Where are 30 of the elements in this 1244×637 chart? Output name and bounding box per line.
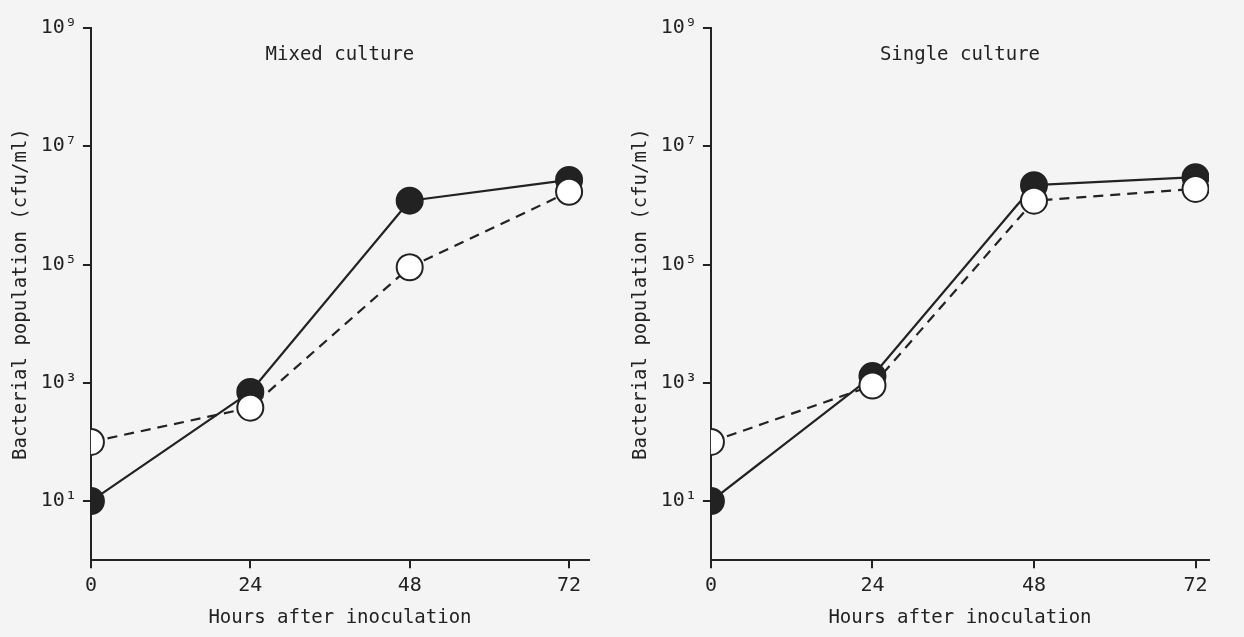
y-tick-label: 10⁹: [40, 14, 77, 39]
y-tick-label: 10³: [40, 369, 77, 393]
y-tick-label: 10⁷: [40, 132, 77, 157]
y-tick-label: 10¹: [40, 487, 77, 512]
x-tick-label: 72: [1183, 572, 1208, 597]
y-tick-label: 10⁹: [660, 14, 697, 39]
y-tick-label: 10⁵: [40, 250, 77, 275]
x-tick-label: 48: [1021, 572, 1047, 597]
y-axis-title: Bacterial population (cfu/ml): [628, 128, 651, 460]
point: [395, 186, 424, 215]
y-tick-label: 10⁵: [660, 250, 697, 275]
point: [1181, 174, 1209, 203]
point: [555, 177, 584, 206]
x-axis-title: Hours after inoculation: [208, 604, 472, 627]
point: [1020, 186, 1048, 215]
x-tick-label: 24: [238, 572, 263, 597]
x-tick-label: 0: [704, 572, 717, 597]
y-tick-label: 10³: [660, 369, 697, 393]
text: Single culture: [879, 42, 1041, 65]
text: Mixed culture: [265, 42, 415, 65]
x-tick-label: 48: [397, 572, 422, 597]
point: [395, 253, 424, 282]
y-tick-label: 10⁷: [660, 132, 697, 157]
x-tick-label: 0: [84, 572, 97, 597]
y-tick-label: 10¹: [660, 487, 697, 512]
x-axis-title: Hours after inoculation: [828, 604, 1092, 627]
point: [236, 393, 265, 422]
y-axis-title: Bacterial population (cfu/ml): [8, 128, 31, 460]
x-tick-label: 24: [860, 572, 885, 597]
x-tick-label: 72: [557, 572, 582, 597]
